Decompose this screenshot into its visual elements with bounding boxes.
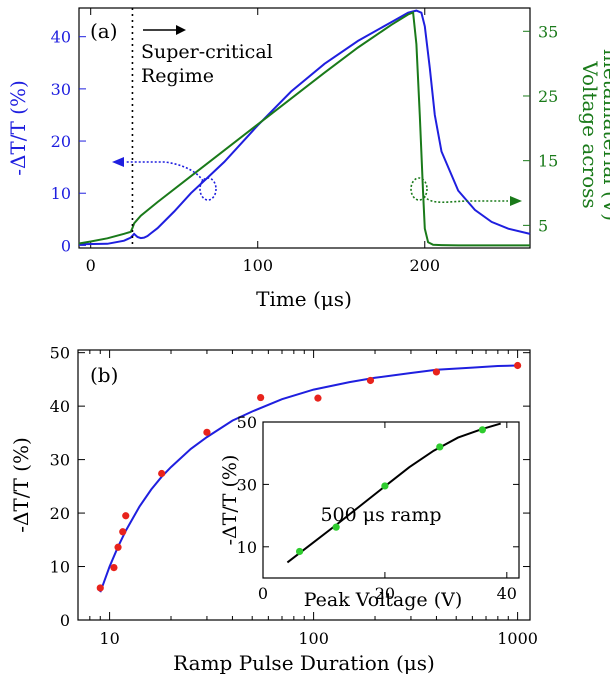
panel-b-data-point <box>114 543 122 551</box>
panel-a-right-arrow-head <box>510 196 522 206</box>
inset-ylabel: -ΔT/T (%) <box>219 455 241 546</box>
inset-chart: 0 20 40 10 30 50 500 μs ramp Peak Voltage (V)… <box>219 413 520 611</box>
panel-b-x-tick-label: 1000 <box>497 629 538 648</box>
inset-plot-frame <box>262 421 520 579</box>
inset-background <box>263 422 519 578</box>
panel-a-series-transmission <box>78 9 531 246</box>
panel-a-xlabel: Time (μs) <box>256 287 352 311</box>
panel-a-x-tick-label: 0 <box>86 256 96 275</box>
panel-b-xlabel: Ramp Pulse Duration (μs) <box>173 651 435 675</box>
panel-b-y-tick-label: 50 <box>50 344 70 363</box>
panel-a-series <box>78 9 531 247</box>
panel-b-data-point <box>514 361 522 370</box>
panel-a-x-tick-label: 200 <box>409 256 440 275</box>
panel-a-left-arrow-head <box>112 157 124 167</box>
panel-b-data-point <box>158 469 166 478</box>
panel-b-data-point <box>110 564 118 572</box>
panel-a-y-right-tick-label: 35 <box>538 22 558 41</box>
panel-a-annotations <box>112 8 522 248</box>
inset-x-tick-label: 20 <box>375 584 395 603</box>
inset-data-point <box>295 547 304 556</box>
panel-b-ylabel: -ΔT/T (%) <box>9 437 33 533</box>
panel-b-y-tick-label: 30 <box>50 451 70 470</box>
panel-a-y-left-tick-label: 0 <box>61 236 71 255</box>
inset-annotation: 500 μs ramp <box>320 504 441 526</box>
panel-b-series <box>96 361 522 593</box>
inset-data-point <box>436 443 444 451</box>
panel-a-label: (a) <box>90 19 118 43</box>
panel-b-data-point <box>122 512 130 520</box>
panel-a-right-series-marker-circle <box>410 177 428 201</box>
panel-a-y-left-tick-label: 30 <box>51 80 71 99</box>
inset-data-point <box>381 482 389 490</box>
panel-a-y-left-tick-label: 10 <box>51 184 71 203</box>
panel-a-x-tick-label: 100 <box>242 256 273 275</box>
panel-b-data-point <box>314 394 322 402</box>
inset-x-tick-label: 40 <box>497 584 517 603</box>
panel-a-y-right-tick-label: 5 <box>538 216 548 235</box>
panel-a-y-left-tick-label: 20 <box>51 132 71 151</box>
panel-a-annotation-line2: Regime <box>141 65 214 87</box>
inset-ticks: 0 20 40 10 30 50 <box>237 413 520 603</box>
panel-a-y-right-tick-label: 15 <box>538 152 558 171</box>
panel-a-annotation-line1: Super-critical <box>141 41 273 63</box>
panel-a-left-arrow-path <box>125 161 204 182</box>
panel-b-label: (b) <box>90 363 118 387</box>
panel-b-data-point <box>119 528 127 536</box>
panel-b-fit-curve <box>99 364 518 593</box>
panel-b-data-point <box>257 393 265 402</box>
inset-fit-curve <box>286 422 501 564</box>
inset-y-tick-label: 50 <box>237 413 257 432</box>
panel-a-ylabel-right-line1: Voltage across <box>578 60 602 208</box>
panel-a-left-series-marker-circle <box>199 177 217 201</box>
panel-b-data-point <box>366 376 375 385</box>
panel-a-annotation-arrow-head <box>176 25 186 35</box>
panel-b-y-tick-label: 0 <box>60 611 70 630</box>
inset-y-tick-label: 30 <box>237 475 257 494</box>
panel-a-ylabel-left: -ΔT/T (%) <box>6 80 30 176</box>
panel-b-y-tick-label: 10 <box>50 558 70 577</box>
panel-b-data-point <box>432 368 441 376</box>
inset-series <box>286 422 501 564</box>
panel-a-y-left-tick-label: 40 <box>51 28 71 47</box>
panel-b-x-tick-label: 100 <box>298 629 329 648</box>
panel-b-y-tick-label: 40 <box>50 397 70 416</box>
panel-a-y-right-tick-label: 25 <box>538 87 558 106</box>
inset-data-point <box>478 426 487 434</box>
inset-y-tick-label: 10 <box>237 538 257 557</box>
panel-a-series-voltage <box>78 11 530 247</box>
panel-b-data-point <box>96 584 104 592</box>
inset-xlabel: Peak Voltage (V) <box>304 589 463 611</box>
panel-b-x-tick-label: 10 <box>99 629 119 648</box>
inset-data-point <box>332 523 340 531</box>
panel-a: 0 100 200 0 10 20 30 40 5 15 25 35 (a) Time (μs) -Δ… <box>6 7 610 311</box>
panel-a-ylabel-right-line2: metamaterial (V) <box>599 49 610 221</box>
panel-a-plot-area <box>78 7 531 249</box>
panel-b-data-point <box>203 428 211 436</box>
panel-b-y-tick-label: 20 <box>50 504 70 523</box>
panel-a-ticks: 0 100 200 0 10 20 30 40 5 15 25 35 <box>51 8 558 275</box>
inset-x-tick-label: 0 <box>258 584 268 603</box>
